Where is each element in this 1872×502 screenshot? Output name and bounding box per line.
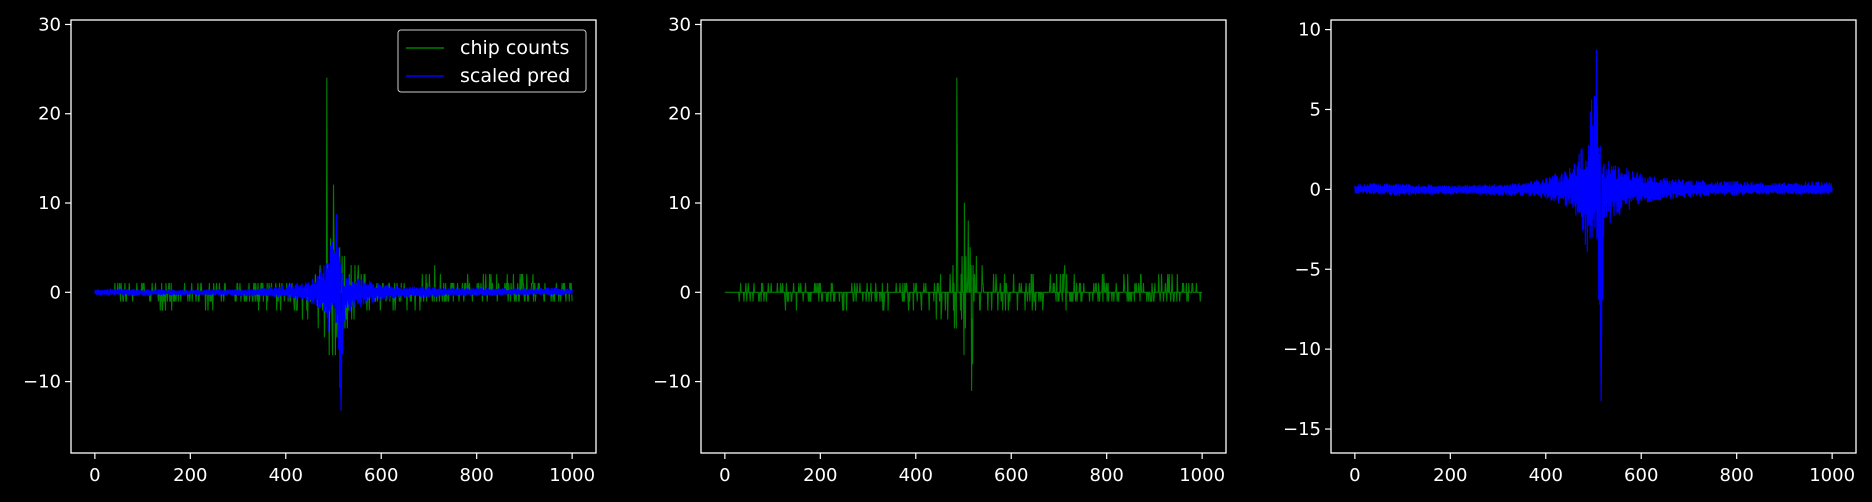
chart-panel-1: 0 200 400 600 800 1000 −10 0 10 20 30 chip counts sc… xyxy=(23,14,597,486)
y-tick-label: −10 xyxy=(1283,339,1321,360)
legend-box xyxy=(397,29,587,93)
x-tick-label: 1000 xyxy=(1179,465,1225,486)
x-tick-label: 200 xyxy=(1433,465,1467,486)
axes-frame xyxy=(1330,19,1857,454)
chart-panel-2: 0 200 400 600 800 1000 −10 0 10 20 30 xyxy=(653,14,1227,486)
series-line-1 xyxy=(1354,49,1833,402)
legend: chip counts scaled pred xyxy=(397,29,587,93)
x-tick-label: 400 xyxy=(269,465,303,486)
axes-frame xyxy=(700,19,1227,454)
y-tick-label: 10 xyxy=(1298,20,1321,41)
y-tick-label: 0 xyxy=(50,282,61,303)
x-tick-label: 600 xyxy=(994,465,1028,486)
y-tick-label: −10 xyxy=(23,372,61,393)
plot-area xyxy=(94,77,573,412)
y-tick-label: 30 xyxy=(38,14,61,35)
x-tick-label: 400 xyxy=(1529,465,1563,486)
plot-area xyxy=(1354,49,1833,402)
y-tick-label: 30 xyxy=(668,14,691,35)
x-tick-label: 0 xyxy=(719,465,730,486)
y-tick-label: −10 xyxy=(653,372,691,393)
y-tick-label: 20 xyxy=(668,104,691,125)
x-tick-label: 600 xyxy=(364,465,398,486)
chart-panel-3: 0 200 400 600 800 1000 −15 −10 −5 0 5 10 xyxy=(1283,19,1857,486)
y-tick-label: 5 xyxy=(1310,99,1321,120)
x-tick-label: 800 xyxy=(460,465,494,486)
y-tick-label: −15 xyxy=(1283,419,1321,440)
plot-area xyxy=(724,77,1203,392)
y-tick-label: −5 xyxy=(1294,259,1321,280)
x-tick-label: 1000 xyxy=(549,465,595,486)
axes-frame xyxy=(70,19,597,454)
y-tick-label: 10 xyxy=(38,193,61,214)
x-tick-label: 400 xyxy=(899,465,933,486)
x-tick-label: 200 xyxy=(803,465,837,486)
x-tick-label: 200 xyxy=(173,465,207,486)
legend-entry: chip counts xyxy=(460,37,569,59)
x-tick-label: 1000 xyxy=(1809,465,1855,486)
y-tick-label: 0 xyxy=(1310,179,1321,200)
y-tick-label: 0 xyxy=(680,282,691,303)
x-tick-label: 800 xyxy=(1720,465,1754,486)
x-tick-label: 600 xyxy=(1624,465,1658,486)
series-line-2 xyxy=(94,213,573,412)
series-line-1 xyxy=(724,77,1203,392)
legend-entry: scaled pred xyxy=(460,65,570,87)
series-line-1 xyxy=(94,77,573,356)
y-tick-label: 20 xyxy=(38,104,61,125)
x-tick-label: 800 xyxy=(1090,465,1124,486)
y-tick-label: 10 xyxy=(668,193,691,214)
x-tick-label: 0 xyxy=(1349,465,1360,486)
x-tick-label: 0 xyxy=(89,465,100,486)
